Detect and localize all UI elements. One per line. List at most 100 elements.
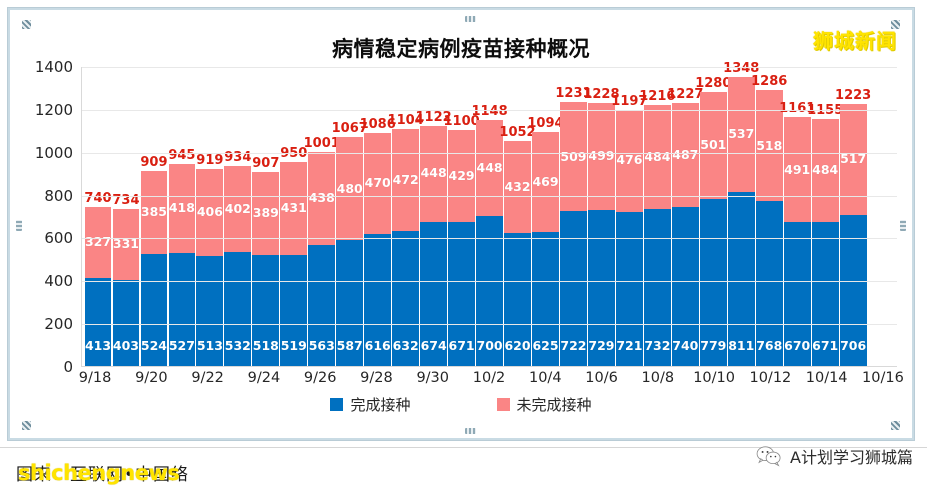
bar-value-label: 518 [756, 140, 782, 153]
bar-column[interactable]: 4381001563 [308, 67, 335, 366]
bar-segment-unvaccinated[interactable]: 4841155 [812, 119, 839, 223]
bar-column[interactable]: 4991228729 [588, 67, 615, 366]
bar-column[interactable]: 4701086616 [364, 67, 391, 366]
bar-segment-unvaccinated[interactable]: 4701086 [364, 133, 391, 234]
bar-column[interactable]: 4481122674 [420, 67, 447, 366]
bar-segment-vaccinated[interactable]: 811 [728, 192, 755, 366]
bar-segment-vaccinated[interactable]: 732 [644, 209, 671, 366]
bar-segment-vaccinated[interactable]: 524 [141, 254, 168, 366]
bar-column[interactable]: 4841155 671 [812, 67, 839, 366]
bar-value-label: 768 [756, 340, 782, 353]
bar-segment-unvaccinated[interactable]: 327740 [85, 207, 112, 277]
bar-segment-vaccinated[interactable]: 768 [756, 201, 783, 366]
bar-segment-vaccinated[interactable]: 721 [616, 212, 643, 367]
bar-column[interactable]: 5171223706 [840, 67, 867, 366]
bar-segment-vaccinated[interactable]: 620 [504, 233, 531, 366]
bar-column[interactable]: 418945527 [169, 67, 196, 366]
bar-value-label: 670 [784, 340, 810, 353]
chart-inner: 病情稳定病例疫苗接种概况 狮城新闻 0200400600800100012001… [11, 11, 911, 437]
bar-segment-unvaccinated[interactable]: 418945 [169, 164, 196, 254]
bar-segment-unvaccinated[interactable]: 4871227 [672, 103, 699, 207]
legend-item[interactable]: 完成接种 [330, 394, 410, 415]
resize-handle-bottom-left[interactable] [22, 421, 31, 430]
bar-column[interactable]: 4871227740 [672, 67, 699, 366]
bar-column[interactable]: 385909524 [141, 67, 168, 366]
x-axis-tick: 10/4 [529, 370, 562, 386]
bar-segment-vaccinated[interactable]: 518 [252, 255, 279, 366]
bar-column[interactable]: 4321052620 [504, 67, 531, 366]
resize-handle-bottom-right[interactable] [891, 421, 900, 430]
bar-column[interactable]: 5371348811 [728, 67, 755, 366]
chart-object-frame[interactable]: 病情稳定病例疫苗接种概况 狮城新闻 0200400600800100012001… [8, 8, 914, 440]
bar-segment-unvaccinated[interactable]: 4291100 [448, 130, 475, 222]
y-axis-tick: 400 [44, 272, 73, 290]
bar-column[interactable]: 389907518 [252, 67, 279, 366]
bar-segment-vaccinated[interactable]: 632 [392, 231, 419, 366]
bar-column[interactable]: 5011280779 [700, 67, 727, 366]
bar-segment-vaccinated[interactable]: 722 [560, 211, 587, 366]
bar-value-label: 501 [700, 139, 726, 152]
bar-segment-vaccinated[interactable]: 779 [700, 199, 727, 366]
bar-segment-unvaccinated[interactable]: 406919 [196, 169, 223, 256]
resize-handle-middle-left[interactable] [16, 220, 22, 231]
bar-segment-unvaccinated[interactable]: 389907 [252, 172, 279, 255]
bar-segment-unvaccinated[interactable]: 4321052 [504, 141, 531, 234]
bar-segment-vaccinated[interactable]: 413 [85, 278, 112, 367]
legend-item[interactable]: 未完成接种 [497, 394, 592, 415]
gridline [82, 153, 897, 154]
bar-segment-unvaccinated[interactable]: 4691094 [532, 132, 559, 233]
bar-segment-unvaccinated[interactable]: 4721104 [392, 129, 419, 230]
bar-value-label: 389 [253, 207, 279, 220]
bar-segment-vaccinated[interactable]: 563 [308, 245, 335, 366]
bar-segment-unvaccinated[interactable]: 4481122 [420, 126, 447, 222]
bar-segment-unvaccinated[interactable]: 385909 [141, 171, 168, 254]
resize-handle-top-center[interactable] [465, 16, 476, 22]
bar-segment-vaccinated[interactable]: 513 [196, 256, 223, 366]
bar-column[interactable]: 4761197721 [616, 67, 643, 366]
bar-segment-unvaccinated[interactable]: 4991228 [588, 103, 615, 210]
bar-segment-vaccinated[interactable]: 670 [784, 222, 811, 366]
bar-segment-unvaccinated[interactable]: 4911161 [784, 117, 811, 222]
bar-segment-vaccinated[interactable]: 519 [280, 255, 307, 366]
resize-handle-top-right[interactable] [891, 20, 900, 29]
bar-value-label: 671 [812, 340, 838, 353]
bar-column[interactable]: 327740413 [85, 67, 112, 366]
bar-segment-unvaccinated[interactable]: 4381001 [308, 152, 335, 246]
bar-segment-unvaccinated[interactable]: 331734 [113, 209, 140, 280]
y-axis-tick: 200 [44, 315, 73, 333]
bar-segment-unvaccinated[interactable]: 5011280 [700, 92, 727, 199]
bar-segment-vaccinated[interactable]: 740 [672, 207, 699, 366]
bar-segment-vaccinated[interactable]: 527 [169, 253, 196, 366]
bar-column[interactable]: 4801067587 [336, 67, 363, 366]
bar-column[interactable]: 5091231722 [560, 67, 587, 366]
bar-column[interactable]: 431950519 [280, 67, 307, 366]
bar-segment-vaccinated[interactable]: 706 [840, 215, 867, 366]
bar-column[interactable] [868, 67, 895, 366]
bar-segment-unvaccinated[interactable]: 431950 [280, 162, 307, 254]
bar-segment-unvaccinated[interactable]: 5371348 [728, 77, 755, 192]
bar-segment-unvaccinated[interactable]: 4841216 [644, 105, 671, 209]
bar-segment-vaccinated[interactable]: 671 [448, 222, 475, 366]
bar-column[interactable]: 4841216732 [644, 67, 671, 366]
bar-segment-vaccinated[interactable]: 403 [113, 280, 140, 366]
bar-column[interactable]: 4481148700 [476, 67, 503, 366]
bar-segment-vaccinated[interactable]: 587 [336, 240, 363, 366]
x-axis-tick: 9/22 [191, 370, 224, 386]
bar-column[interactable]: 406919513 [196, 67, 223, 366]
bar-column[interactable]: 4691094625 [532, 67, 559, 366]
resize-handle-top-left[interactable] [22, 20, 31, 29]
bar-value-label: 532 [225, 340, 251, 353]
resize-handle-middle-right[interactable] [900, 220, 906, 231]
bar-segment-vaccinated[interactable]: 671 [812, 222, 839, 366]
bar-column[interactable]: 331734403 [113, 67, 140, 366]
bar-segment-vaccinated[interactable]: 532 [224, 252, 251, 366]
bar-segment-vaccinated[interactable]: 616 [364, 234, 391, 366]
resize-handle-bottom-center[interactable] [465, 428, 476, 434]
bar-segment-vaccinated[interactable]: 674 [420, 222, 447, 366]
bar-segment-unvaccinated[interactable]: 5171223 [840, 104, 867, 215]
bar-column[interactable]: 402934532 [224, 67, 251, 366]
legend-label: 完成接种 [350, 394, 410, 415]
bar-segment-vaccinated[interactable]: 729 [588, 210, 615, 366]
bar-value-label: 431 [281, 202, 307, 215]
bar-segment-vaccinated[interactable]: 625 [532, 232, 559, 366]
